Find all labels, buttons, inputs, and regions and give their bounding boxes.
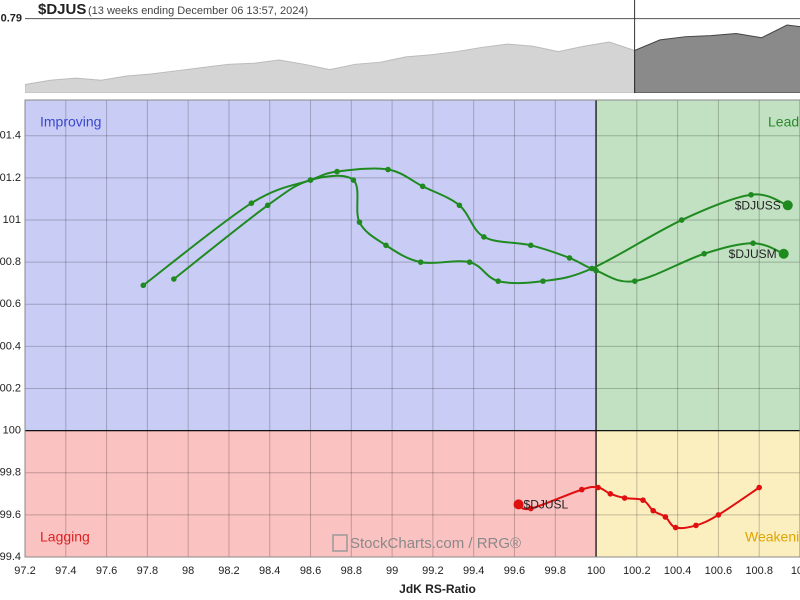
- tail-point: [566, 255, 573, 261]
- tail-point: [307, 177, 314, 183]
- y-tick-label: 99.4: [0, 551, 21, 563]
- watermark-text: StockCharts.com / RRG®: [350, 535, 521, 552]
- tail-point: [481, 234, 487, 240]
- watermark: StockCharts.com / RRG®: [332, 534, 521, 552]
- tail-point: [248, 200, 255, 206]
- tail-point: [640, 497, 646, 503]
- y-tick-label: 101.2: [0, 172, 21, 184]
- tail-point: [350, 177, 357, 183]
- tail-point: [417, 259, 424, 265]
- x-tick-label: 100: [587, 565, 605, 577]
- tail-point: [693, 522, 699, 529]
- tail-point: [140, 282, 147, 289]
- y-tick-label: 100.4: [0, 340, 21, 352]
- y-tick-label: 99.6: [0, 509, 21, 521]
- plot: [25, 100, 800, 557]
- chart-title: $DJUS: [38, 1, 86, 18]
- y-tick-label: 100: [3, 425, 21, 437]
- x-tick-label: 100.2: [623, 565, 651, 577]
- y-tick-label: 101: [3, 214, 21, 226]
- tail-point: [593, 267, 599, 274]
- tail-point: [466, 259, 473, 265]
- x-tick-label: 98: [182, 565, 194, 577]
- head-point: [778, 248, 789, 259]
- tail-point: [383, 242, 389, 249]
- x-tick-label: 100.8: [745, 565, 773, 577]
- y-tick-label: 101.4: [0, 130, 21, 142]
- tail-point: [540, 278, 546, 284]
- quadrant-label: Leading: [768, 114, 800, 130]
- tail-point: [385, 166, 391, 173]
- x-tick-label: 98.4: [259, 565, 280, 577]
- tail-point: [650, 507, 656, 514]
- tail-point: [578, 486, 585, 493]
- price-area: [25, 41, 636, 93]
- x-tick-label: 97.2: [14, 565, 35, 577]
- tail-point: [595, 484, 601, 491]
- x-tick-label: 98.2: [218, 565, 239, 577]
- quadrant: [25, 100, 597, 431]
- tail-point: [748, 191, 754, 198]
- x-tick-label: 99.8: [545, 565, 566, 577]
- tail-point: [527, 505, 534, 512]
- chart-subtitle: (13 weeks ending December 06 13:57, 2024…: [88, 5, 308, 17]
- tail-point: [171, 276, 177, 282]
- tail-point: [495, 278, 501, 284]
- quadrant-label: Improving: [40, 114, 101, 130]
- y-tick-label: 100.2: [0, 382, 21, 394]
- quadrant-label: Weakening: [745, 529, 800, 545]
- tail-point: [750, 240, 756, 247]
- tail-point: [672, 524, 679, 531]
- watermark-icon: [332, 534, 348, 552]
- tail-point: [456, 202, 463, 209]
- quadrant: [596, 100, 800, 431]
- quadrant: [596, 430, 800, 557]
- tail-point: [607, 491, 614, 497]
- quadrant: [25, 430, 597, 557]
- x-tick-label: 99.2: [422, 565, 443, 577]
- y-tick-label: 0.79: [1, 13, 22, 25]
- tail-point: [334, 168, 340, 175]
- y-tick-label: 100.6: [0, 298, 21, 310]
- price-areas: [25, 24, 800, 93]
- x-tick-label: 99: [386, 565, 398, 577]
- head-point: [513, 499, 524, 510]
- tail-point: [662, 514, 669, 520]
- tail-point: [527, 242, 534, 249]
- x-tick-label: 98.8: [341, 565, 362, 577]
- y-tick-label: 99.8: [0, 467, 21, 479]
- tail-point: [419, 183, 426, 190]
- price-area: [634, 24, 800, 93]
- tail-point: [621, 495, 628, 501]
- tail-point: [632, 278, 638, 284]
- x-tick-label: 97.4: [55, 565, 76, 577]
- x-tick-label: 98.6: [300, 565, 321, 577]
- x-tick-label: 97.6: [96, 565, 117, 577]
- x-tick-label: 97.8: [137, 565, 158, 577]
- tail-point: [264, 202, 271, 209]
- x-tick-label: 99.6: [504, 565, 525, 577]
- tail-point: [678, 217, 685, 223]
- series-label: $DJUSS: [735, 198, 781, 212]
- y-tick-label: 100.8: [0, 256, 21, 268]
- tail-point: [701, 250, 707, 257]
- x-axis-title: JdK RS-Ratio: [399, 582, 476, 596]
- x-tick-label: 101: [791, 565, 800, 577]
- plot-border: [24, 99, 800, 558]
- head-point: [782, 200, 793, 211]
- x-tick-label: 100.6: [705, 565, 733, 577]
- x-tick-label: 99.4: [463, 565, 484, 577]
- x-tick-label: 100.4: [664, 565, 692, 577]
- tail-point: [356, 219, 363, 225]
- tail-point: [756, 484, 763, 491]
- tail-point: [715, 512, 722, 518]
- series-label: $DJUSM: [729, 247, 777, 261]
- series-label: $DJUSL: [524, 498, 569, 512]
- quadrant-label: Lagging: [40, 529, 90, 545]
